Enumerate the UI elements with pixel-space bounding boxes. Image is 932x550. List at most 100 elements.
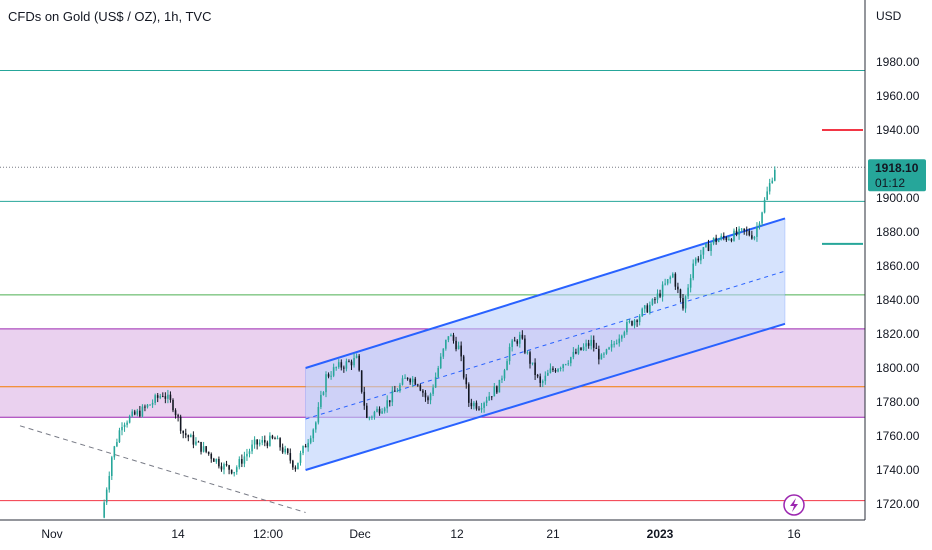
candle-body bbox=[626, 321, 628, 333]
candle-body bbox=[167, 394, 169, 399]
candle-body bbox=[649, 304, 651, 313]
candle-body bbox=[133, 411, 136, 415]
candle-body bbox=[503, 370, 506, 379]
candle-body bbox=[360, 370, 363, 392]
candle-body bbox=[266, 442, 269, 446]
candle-body bbox=[320, 394, 322, 407]
candle-body bbox=[636, 320, 638, 323]
candle-body bbox=[610, 344, 613, 348]
candle-body bbox=[141, 406, 144, 417]
candle-body bbox=[664, 283, 666, 285]
candle-body bbox=[766, 191, 768, 200]
candle-body bbox=[656, 293, 659, 300]
candle-body bbox=[174, 410, 177, 416]
candle-body bbox=[501, 378, 503, 380]
candle-body bbox=[304, 445, 307, 448]
candle-body bbox=[460, 345, 462, 357]
candle-body bbox=[197, 441, 200, 443]
candle-body bbox=[417, 384, 419, 386]
candle-body bbox=[643, 305, 646, 309]
candle-body bbox=[763, 199, 766, 213]
candle-body bbox=[457, 345, 460, 350]
candle-body bbox=[289, 453, 292, 461]
price-axis-tick: 1820.00 bbox=[876, 327, 920, 341]
candle-body bbox=[243, 456, 246, 464]
candle-body bbox=[251, 444, 253, 452]
candle-body bbox=[738, 228, 740, 235]
price-axis-tick: 1780.00 bbox=[876, 395, 920, 409]
candle-body bbox=[381, 411, 383, 414]
candle-body bbox=[641, 308, 643, 317]
candle-body bbox=[294, 467, 297, 470]
candle-body bbox=[761, 212, 763, 224]
candle-body bbox=[628, 321, 631, 323]
price-axis-unit: USD bbox=[876, 9, 902, 23]
candle-body bbox=[363, 391, 366, 406]
candle-body bbox=[751, 235, 753, 239]
candle-body bbox=[261, 440, 264, 443]
candle-body bbox=[315, 422, 317, 430]
candle-body bbox=[345, 361, 348, 369]
candle-body bbox=[307, 442, 309, 448]
candle-body bbox=[549, 368, 552, 373]
candle-body bbox=[192, 434, 195, 445]
candle-body bbox=[595, 347, 598, 349]
candle-body bbox=[238, 459, 241, 468]
candle-body bbox=[284, 448, 286, 453]
time-axis-tick: 21 bbox=[546, 527, 560, 541]
candle-body bbox=[577, 347, 580, 354]
candle-body bbox=[292, 460, 294, 468]
candle-body bbox=[233, 471, 235, 474]
price-axis-tick: 1860.00 bbox=[876, 259, 920, 273]
candle-body bbox=[475, 402, 478, 409]
candle-body bbox=[516, 340, 519, 344]
candle-body bbox=[674, 273, 677, 287]
candle-body bbox=[325, 374, 327, 393]
candle-body bbox=[399, 384, 401, 392]
candle-body bbox=[215, 458, 218, 462]
candle-body bbox=[276, 438, 279, 440]
candle-body bbox=[605, 349, 608, 354]
candle-body bbox=[391, 390, 394, 403]
candle-body bbox=[526, 352, 529, 354]
candle-body bbox=[327, 374, 330, 377]
candle-body bbox=[103, 502, 105, 518]
candle-body bbox=[299, 453, 302, 463]
candle-body bbox=[519, 334, 521, 344]
candle-body bbox=[411, 378, 414, 383]
candle-body bbox=[468, 384, 470, 403]
candle-body bbox=[432, 387, 434, 394]
candle-body bbox=[452, 335, 455, 341]
candle-body bbox=[570, 357, 572, 364]
candle-body bbox=[184, 433, 187, 436]
candle-body bbox=[383, 408, 386, 412]
time-axis-tick: 16 bbox=[787, 527, 801, 541]
lightning-icon[interactable] bbox=[783, 494, 805, 516]
candle-body bbox=[771, 180, 774, 184]
candle-body bbox=[422, 390, 424, 393]
candle-body bbox=[202, 446, 205, 452]
candle-body bbox=[241, 459, 243, 464]
candle-body bbox=[424, 392, 427, 398]
candle-body bbox=[554, 370, 557, 372]
candle-body bbox=[156, 395, 159, 398]
candle-body bbox=[774, 169, 776, 181]
candle-body bbox=[396, 391, 399, 393]
candle-body bbox=[437, 368, 439, 377]
candle-body bbox=[582, 346, 585, 351]
candle-body bbox=[564, 364, 567, 366]
candle-body bbox=[246, 453, 248, 457]
candle-body bbox=[735, 230, 738, 235]
candle-body bbox=[689, 278, 692, 288]
candle-body bbox=[195, 441, 197, 445]
candle-body bbox=[218, 458, 220, 467]
last-price-value: 1918.10 bbox=[875, 161, 919, 175]
candle-body bbox=[151, 402, 154, 405]
candle-body bbox=[187, 435, 190, 438]
candle-body bbox=[312, 429, 315, 439]
candle-body bbox=[547, 372, 549, 376]
candle-body bbox=[220, 466, 223, 470]
candle-body bbox=[748, 231, 751, 236]
